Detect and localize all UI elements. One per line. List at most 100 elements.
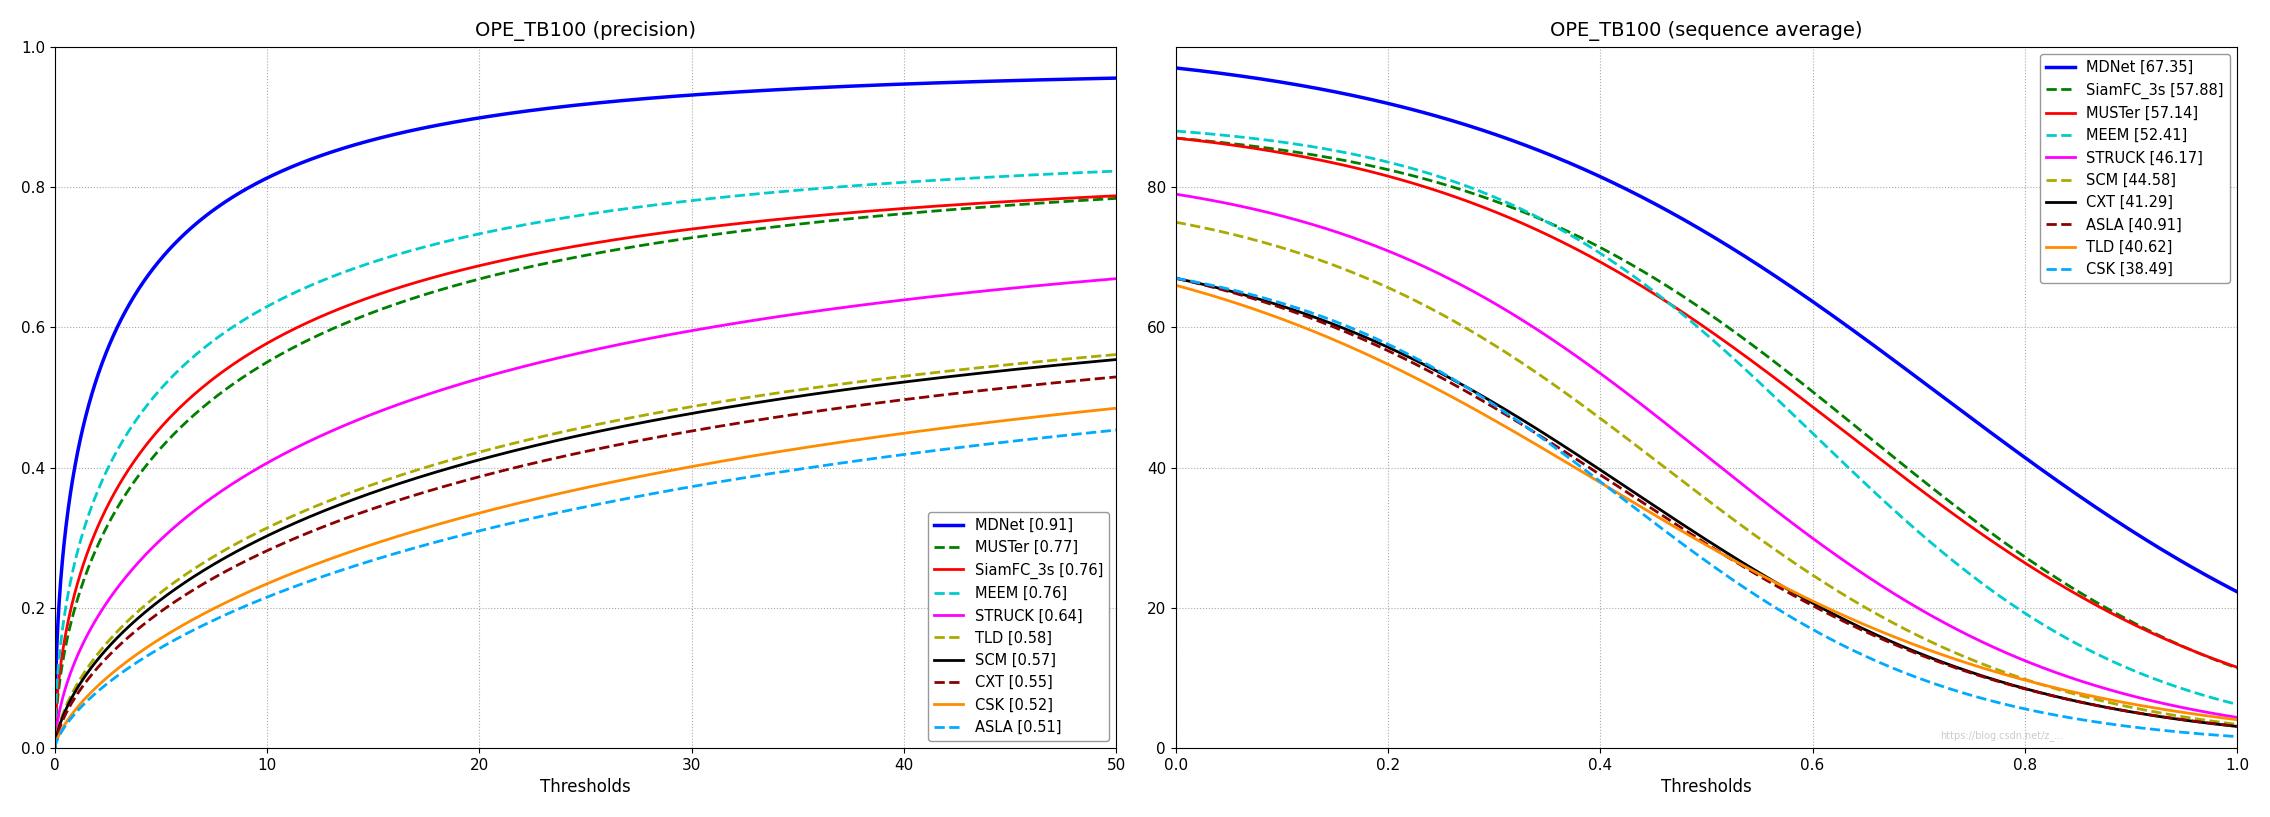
TLD [40.62] (1162, 280, 1189, 290)
CSK [0.52] (1071, 407, 1099, 417)
TLD [40.62] (1650, 516, 1678, 525)
Legend: MDNet [0.91], MUSTer [0.77], SiamFC_3s [0.76], MEEM [0.76], STRUCK [0.64], TLD [: MDNet [0.91], MUSTer [0.77], SiamFC_3s [… (928, 512, 1108, 740)
Line: TLD [40.62]: TLD [40.62] (1176, 285, 2238, 720)
STRUCK [0.64] (1071, 276, 1099, 286)
MUSTer [0.77] (529, 259, 556, 269)
TLD [40.62] (1217, 297, 1244, 306)
SCM [44.58] (1217, 229, 1244, 239)
MDNet [67.35] (1217, 69, 1244, 79)
MEEM [0.76] (1071, 167, 1099, 177)
ASLA [0.51] (876, 451, 903, 461)
SCM [0.57] (95, 641, 123, 651)
TLD [40.62] (2225, 715, 2252, 725)
STRUCK [46.17] (1217, 199, 1244, 209)
Line: CSK [0.52]: CSK [0.52] (54, 408, 1117, 748)
MEEM [0.76] (556, 212, 583, 221)
CSK [38.49] (1650, 525, 1678, 535)
Line: MDNet [67.35]: MDNet [67.35] (1176, 68, 2238, 592)
CXT [0.55] (95, 650, 123, 660)
STRUCK [0.64] (556, 350, 583, 360)
SCM [0.57] (1071, 358, 1099, 368)
MUSTer [57.14] (1217, 140, 1244, 150)
STRUCK [46.17] (1678, 440, 1705, 449)
Line: CXT [41.29]: CXT [41.29] (1176, 279, 2238, 726)
Line: MDNet [0.91]: MDNet [0.91] (54, 78, 1117, 748)
STRUCK [0.64] (876, 297, 903, 306)
TLD [40.62] (1998, 672, 2025, 681)
SiamFC_3s [57.88] (2225, 663, 2252, 673)
CSK [38.49] (2225, 732, 2252, 742)
Line: MUSTer [0.77]: MUSTer [0.77] (54, 199, 1117, 748)
SCM [44.58] (1650, 462, 1678, 471)
TLD [40.62] (1678, 532, 1705, 542)
CXT [0.55] (41, 743, 68, 752)
Line: SiamFC_3s [0.76]: SiamFC_3s [0.76] (54, 196, 1117, 748)
Text: https://blog.csdn.net/z_...: https://blog.csdn.net/z_... (1941, 730, 2063, 741)
SiamFC_3s [57.88] (2193, 651, 2220, 661)
ASLA [40.91] (1650, 511, 1678, 521)
SiamFC_3s [57.88] (1217, 139, 1244, 149)
MUSTer [0.77] (556, 253, 583, 263)
MDNet [67.35] (1998, 443, 2025, 453)
MEEM [52.41] (1650, 294, 1678, 304)
MUSTer [57.14] (1162, 133, 1189, 143)
MDNet [0.91] (529, 104, 556, 114)
SCM [44.58] (2193, 716, 2220, 725)
ASLA [0.51] (1071, 428, 1099, 438)
MDNet [0.91] (876, 79, 903, 89)
SiamFC_3s [0.76] (1071, 193, 1099, 203)
ASLA [40.91] (1998, 681, 2025, 690)
CXT [41.29] (2225, 721, 2252, 731)
SiamFC_3s [57.88] (1678, 297, 1705, 307)
SCM [44.58] (1162, 217, 1189, 227)
MDNet [0.91] (1071, 74, 1099, 83)
CSK [38.49] (2193, 730, 2220, 739)
MEEM [52.41] (2193, 691, 2220, 701)
SCM [0.57] (1103, 355, 1130, 364)
ASLA [40.91] (1678, 529, 1705, 539)
MEEM [0.76] (95, 461, 123, 471)
TLD [40.62] (2193, 711, 2220, 721)
SiamFC_3s [0.76] (41, 743, 68, 752)
STRUCK [0.64] (1071, 276, 1099, 286)
MEEM [0.76] (1103, 166, 1130, 176)
SiamFC_3s [0.76] (876, 204, 903, 214)
Legend: MDNet [67.35], SiamFC_3s [57.88], MUSTer [57.14], MEEM [52.41], STRUCK [46.17], : MDNet [67.35], SiamFC_3s [57.88], MUSTer… (2041, 54, 2229, 283)
SiamFC_3s [0.76] (1103, 191, 1130, 201)
MEEM [0.76] (529, 217, 556, 226)
ASLA [0.51] (529, 511, 556, 521)
CSK [38.49] (2193, 730, 2220, 739)
MEEM [52.41] (2225, 699, 2252, 709)
SiamFC_3s [0.76] (95, 498, 123, 508)
SCM [0.57] (1071, 358, 1099, 368)
ASLA [0.51] (41, 743, 68, 752)
CXT [41.29] (2193, 718, 2220, 728)
CSK [0.52] (556, 486, 583, 496)
CXT [41.29] (2193, 718, 2220, 728)
Line: MEEM [0.76]: MEEM [0.76] (54, 171, 1117, 748)
CXT [41.29] (1162, 274, 1189, 283)
MEEM [0.76] (41, 743, 68, 752)
MUSTer [57.14] (1678, 314, 1705, 324)
TLD [0.58] (1071, 352, 1099, 362)
STRUCK [46.17] (1998, 650, 2025, 660)
ASLA [40.91] (1162, 274, 1189, 283)
MUSTer [0.77] (1071, 195, 1099, 205)
MDNet [67.35] (1678, 219, 1705, 229)
CSK [38.49] (1678, 546, 1705, 556)
SiamFC_3s [57.88] (1162, 133, 1189, 143)
STRUCK [0.64] (1103, 274, 1130, 283)
TLD [0.58] (1071, 352, 1099, 362)
CXT [0.55] (876, 396, 903, 406)
Line: SCM [44.58]: SCM [44.58] (1176, 222, 2238, 725)
ASLA [0.51] (1071, 428, 1099, 438)
MUSTer [57.14] (2193, 651, 2220, 661)
MUSTer [0.77] (1103, 194, 1130, 203)
STRUCK [0.64] (529, 357, 556, 367)
CSK [38.49] (1998, 701, 2025, 711)
CSK [0.52] (529, 493, 556, 502)
MDNet [67.35] (1650, 203, 1678, 213)
CXT [0.55] (1103, 372, 1130, 382)
CXT [0.55] (529, 456, 556, 466)
MDNet [0.91] (556, 100, 583, 110)
